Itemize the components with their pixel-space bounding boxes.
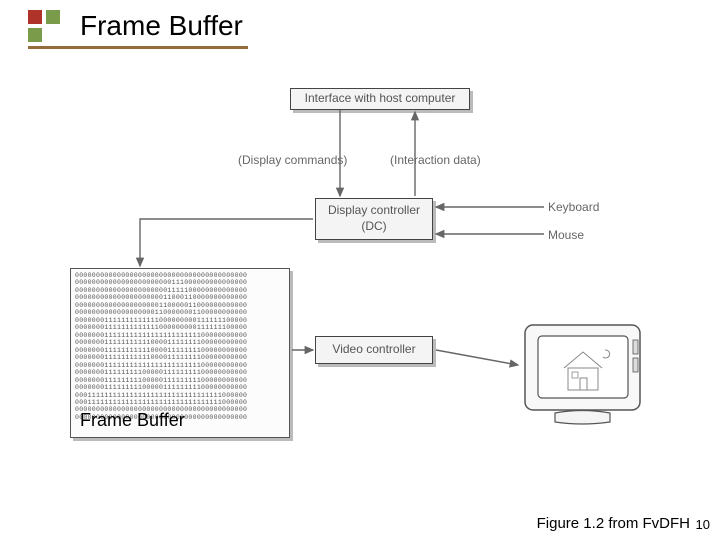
keyboard-label: Keyboard	[548, 200, 599, 214]
interaction-data-label: (Interaction data)	[390, 153, 481, 167]
display-controller-node: Display controller (DC)	[315, 198, 433, 240]
slide-title: Frame Buffer	[80, 10, 243, 42]
title-underline	[28, 46, 248, 49]
monitor-icon	[520, 320, 650, 430]
display-commands-label: (Display commands)	[238, 153, 347, 167]
vc-label: Video controller	[332, 342, 415, 358]
mouse-label: Mouse	[548, 228, 584, 242]
video-controller-node: Video controller	[315, 336, 433, 364]
slide-number: 10	[696, 517, 710, 532]
interface-node: Interface with host computer	[290, 88, 470, 110]
frame-buffer-caption: Frame Buffer	[80, 410, 185, 431]
dc-label: Display controller (DC)	[328, 203, 420, 234]
interface-label: Interface with host computer	[305, 91, 456, 107]
slide-bullet-logo	[28, 10, 62, 44]
figure-citation: Figure 1.2 from FvDFH	[537, 515, 690, 532]
